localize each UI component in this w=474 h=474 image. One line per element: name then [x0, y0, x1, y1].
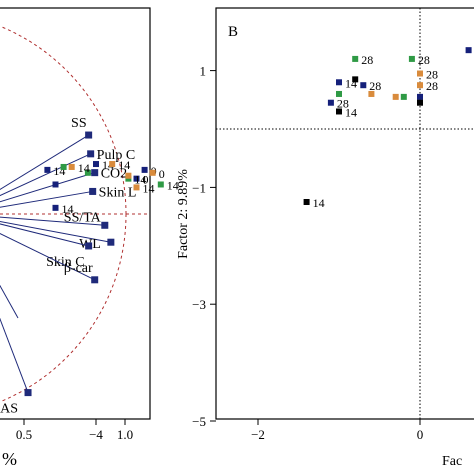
loading-vector — [0, 153, 91, 197]
score-point-label: 28 — [369, 79, 381, 93]
y-tick-label: −5 — [192, 414, 206, 429]
score-point — [125, 172, 132, 179]
loading-vector — [0, 190, 93, 208]
x-tick-label: 0.5 — [16, 427, 32, 442]
score-point — [417, 70, 423, 77]
score-point — [157, 181, 164, 188]
score-point — [109, 161, 116, 168]
score-point-label: 14 — [345, 105, 357, 119]
x-tick-label: −2 — [251, 427, 265, 442]
loading-vector — [0, 134, 89, 191]
x-tick-label: 0 — [417, 427, 424, 442]
score-point-label: 28 — [426, 68, 438, 82]
score-point — [149, 169, 156, 176]
score-point — [141, 166, 148, 173]
score-point — [52, 204, 59, 211]
score-point-label: 0 — [143, 173, 149, 187]
score-plot-frame — [215, 7, 474, 420]
score-point — [408, 55, 415, 62]
score-point-label: 14 — [134, 173, 146, 187]
loading-point — [91, 276, 99, 284]
loading-vector-cropped — [0, 284, 19, 319]
loading-label: Skin C — [46, 255, 85, 270]
score-point — [400, 93, 407, 100]
loading-point — [87, 150, 95, 158]
score-point-label: 28 — [418, 53, 430, 67]
loading-label: SS — [71, 116, 87, 131]
score-point — [336, 79, 342, 86]
score-point-label: 14 — [118, 158, 130, 172]
score-plot-xlabel-fragment: Fac — [442, 454, 462, 469]
score-point — [352, 76, 359, 83]
loading-plot-frame — [0, 7, 151, 420]
score-point — [84, 169, 91, 176]
y-tick-label: −3 — [192, 297, 206, 312]
score-point — [417, 93, 423, 100]
score-point — [52, 181, 59, 188]
panel-label-b: B — [228, 24, 238, 40]
score-point — [392, 93, 399, 100]
score-point-label: 14 — [62, 202, 74, 216]
loading-label: AS — [0, 402, 18, 417]
loading-vector — [0, 216, 105, 226]
loading-label: Pulp C — [97, 148, 136, 163]
loading-label: Skin L — [99, 185, 137, 200]
score-point — [68, 163, 75, 170]
x-tick-label: −4 — [89, 427, 103, 442]
score-point — [360, 82, 367, 89]
score-point — [303, 199, 310, 205]
loading-vector — [0, 172, 95, 203]
loading-point — [89, 187, 97, 195]
y-tick-label: −1 — [192, 180, 206, 195]
score-point — [465, 47, 472, 54]
score-point — [336, 108, 342, 115]
score-point — [60, 163, 67, 170]
score-point — [336, 90, 342, 97]
score-point — [133, 184, 140, 191]
score-point-label: 0 — [159, 167, 165, 181]
score-point-label: 14 — [167, 178, 179, 192]
score-point — [133, 175, 140, 182]
score-point-label: 28 — [361, 53, 373, 67]
loading-vector — [0, 220, 111, 243]
score-point — [417, 99, 423, 106]
score-point — [368, 90, 375, 97]
loading-label: β-car — [64, 261, 93, 276]
score-plot-content: −4−201−1−3−54242281428141414002828421414… — [44, 8, 474, 442]
loading-vector — [0, 232, 95, 281]
score-plot-panel: −4−201−1−3−54242281428141414002828421414… — [44, 7, 474, 469]
score-point — [352, 55, 359, 62]
loading-point — [91, 169, 99, 177]
loading-plot-xlabel-fragment: % — [2, 449, 17, 469]
score-point-label: 14 — [78, 161, 90, 175]
loading-point — [85, 131, 93, 139]
score-plot-ylabel: Factor 2: 9.89% — [176, 169, 191, 259]
loading-point — [101, 221, 109, 229]
y-tick-label: 1 — [200, 64, 207, 79]
x-tick-label: 1.0 — [117, 427, 133, 442]
loading-point — [107, 238, 115, 246]
loading-label: CO2 — [101, 167, 127, 182]
loading-vector — [0, 223, 89, 247]
score-point — [44, 166, 51, 173]
score-point-label: 28 — [426, 79, 438, 93]
loading-point — [85, 242, 93, 250]
loading-point — [24, 389, 32, 397]
score-point — [327, 99, 334, 106]
score-point — [93, 161, 99, 168]
loading-vector — [0, 317, 29, 393]
score-point-label: 14 — [143, 181, 155, 195]
score-point — [417, 82, 423, 89]
loading-label: SS/TA — [64, 210, 102, 225]
score-point-label: 28 — [337, 97, 349, 111]
score-point-label: 14 — [313, 196, 325, 210]
